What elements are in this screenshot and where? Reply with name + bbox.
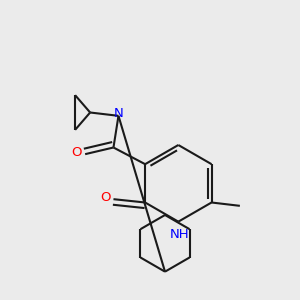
Text: N: N [114,107,123,120]
Text: O: O [72,146,82,159]
Text: O: O [100,191,110,204]
Text: NH: NH [170,228,190,241]
